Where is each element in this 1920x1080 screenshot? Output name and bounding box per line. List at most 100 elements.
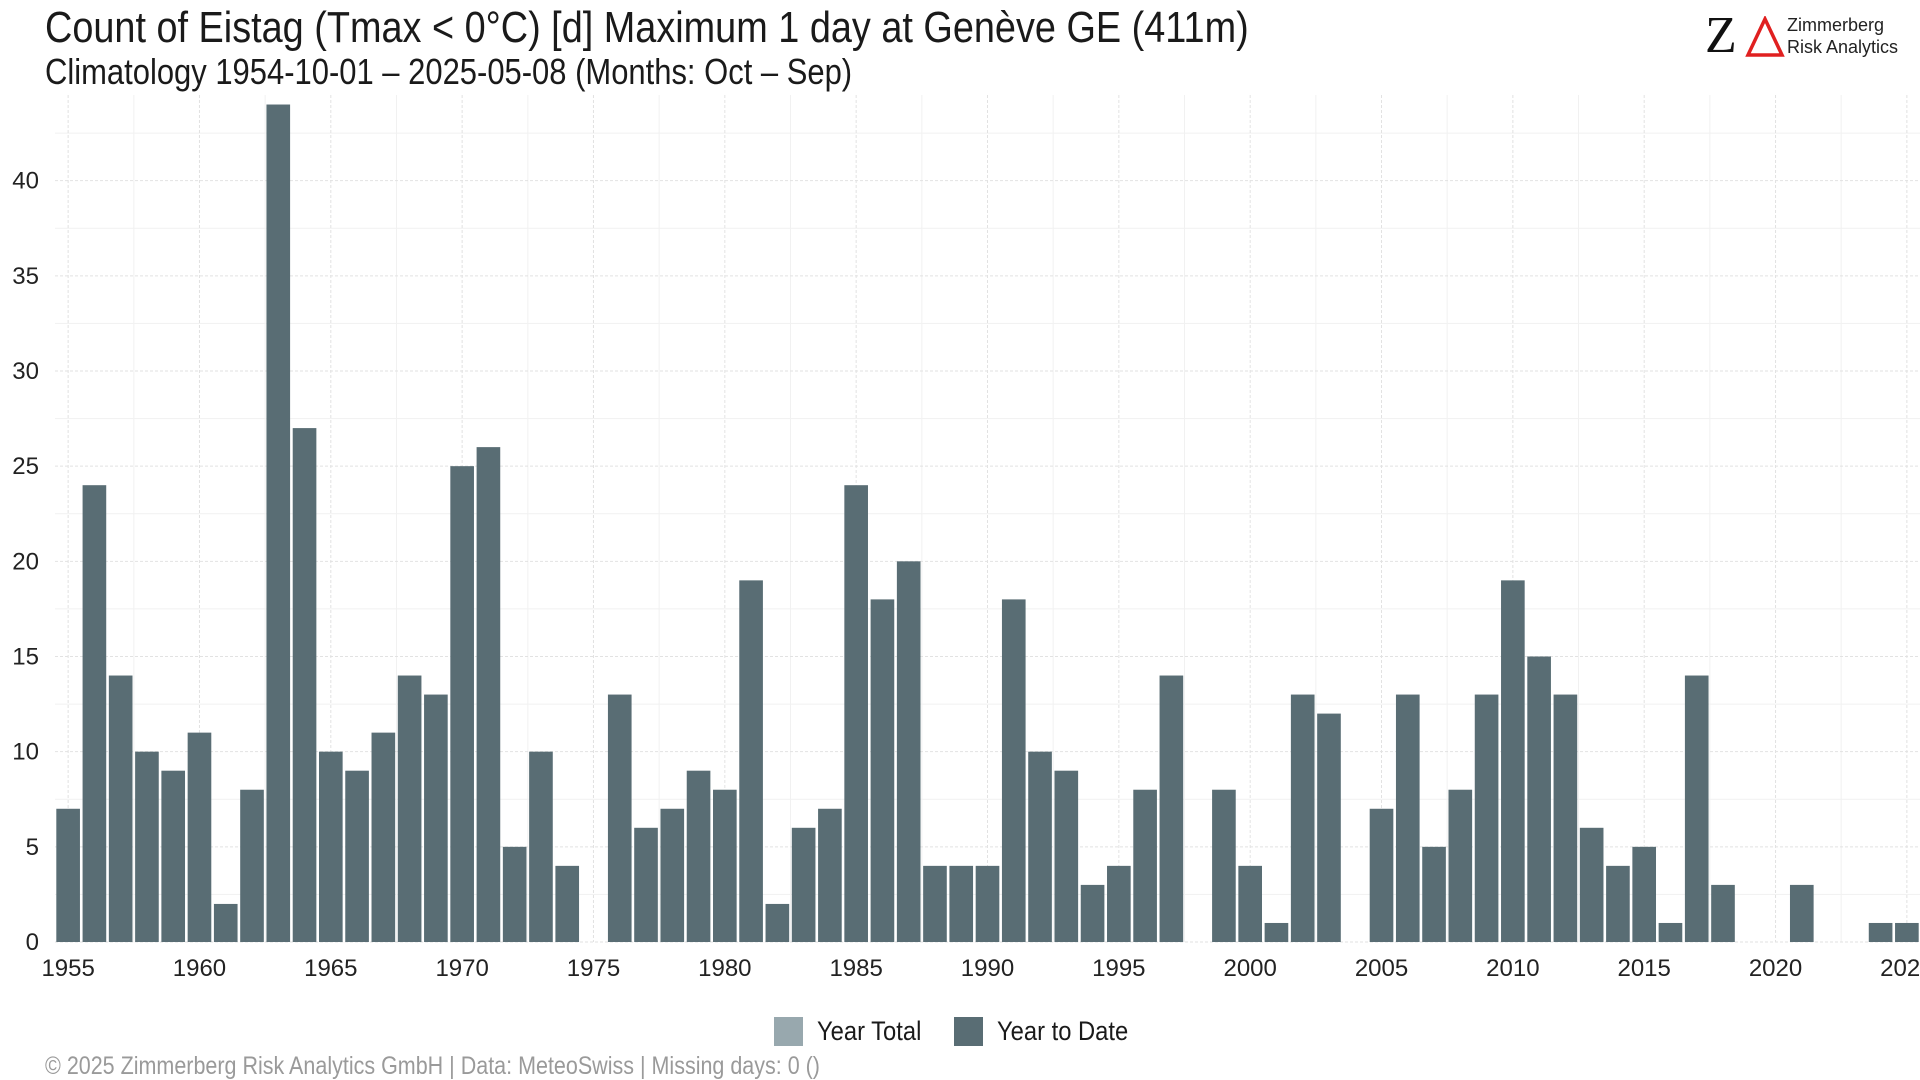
- y-tick-label: 25: [12, 453, 39, 480]
- bar-1968: [397, 675, 422, 942]
- bar-1992: [1028, 751, 1052, 942]
- legend-item-year-to-date: Year to Date: [953, 1016, 1146, 1047]
- bar-1980: [713, 789, 737, 942]
- bar-2010: [1501, 580, 1525, 942]
- x-tick-label: 2010: [1486, 955, 1539, 982]
- bar-1955: [56, 808, 80, 942]
- footer-credits: © 2025 Zimmerberg Risk Analytics GmbH | …: [45, 1052, 820, 1080]
- bar-2024: [1868, 922, 1893, 942]
- bar-1977: [634, 827, 658, 942]
- bar-2009: [1474, 694, 1499, 942]
- bar-1967: [371, 732, 396, 942]
- bar-1960: [187, 732, 212, 942]
- bar-1996: [1133, 789, 1157, 942]
- bar-1970: [450, 466, 474, 942]
- y-tick-label: 5: [26, 834, 39, 861]
- y-tick-label: 30: [12, 358, 39, 385]
- bar-1989: [949, 865, 974, 942]
- bar-1974: [555, 865, 580, 942]
- bar-1981: [739, 580, 763, 942]
- y-tick-label: 35: [12, 263, 39, 290]
- x-tick-label: 2020: [1749, 955, 1802, 982]
- bar-2008: [1448, 789, 1473, 942]
- y-tick-label: 0: [26, 929, 39, 956]
- bar-1994: [1080, 884, 1105, 942]
- bar-1988: [923, 865, 947, 942]
- bar-1964: [292, 428, 317, 943]
- bar-1979: [686, 770, 711, 942]
- bar-1997: [1159, 675, 1184, 942]
- bar-1985: [844, 485, 868, 942]
- legend-swatch-year-total: [774, 1017, 804, 1046]
- bar-2011: [1527, 656, 1551, 942]
- legend-swatch-year-to-date: [953, 1017, 983, 1046]
- y-tick-label: 40: [12, 168, 39, 195]
- bar-1986: [870, 599, 895, 942]
- bar-2003: [1317, 713, 1341, 942]
- bar-1966: [345, 770, 369, 942]
- logo-text-line2: Risk Analytics: [1787, 37, 1899, 57]
- x-tick-label: 1980: [698, 955, 751, 982]
- bar-1965: [318, 751, 343, 942]
- bar-2001: [1264, 922, 1289, 942]
- logo-text: Zimmerberg Risk Analytics: [1787, 14, 1898, 58]
- bar-1993: [1054, 770, 1079, 942]
- bar-1991: [1001, 599, 1026, 942]
- x-tick-label: 1960: [173, 955, 226, 982]
- bar-2000: [1238, 865, 1262, 942]
- chart-title: Count of Eistag (Tmax < 0°C) [d] Maximum…: [45, 3, 1249, 52]
- bar-1969: [424, 694, 448, 942]
- bar-1973: [529, 751, 553, 942]
- y-axis-ticks: 0 5 10 15 20 25 30 35 40: [12, 168, 39, 956]
- legend-label-year-to-date: Year to Date: [996, 1016, 1128, 1046]
- bar-1958: [135, 751, 159, 942]
- bar-1999: [1212, 789, 1236, 942]
- bar-2021: [1789, 884, 1814, 942]
- bar-2016: [1658, 922, 1683, 942]
- x-tick-label: 1995: [1092, 955, 1145, 982]
- bar-2013: [1579, 827, 1604, 942]
- y-tick-label: 15: [12, 643, 39, 670]
- bar-1959: [161, 770, 186, 942]
- bar-1976: [607, 694, 632, 942]
- company-logo: Z Zimmerberg Risk Analytics: [1705, 8, 1905, 64]
- bar-2005: [1369, 808, 1394, 942]
- bar-1957: [108, 675, 133, 942]
- bar-2007: [1422, 846, 1446, 942]
- bar-2025: [1895, 922, 1919, 942]
- bar-1987: [896, 561, 921, 942]
- legend: Year Total Year to Date: [0, 1016, 1920, 1047]
- chart-subtitle: Climatology 1954-10-01 – 2025-05-08 (Mon…: [45, 51, 853, 92]
- bar-1990: [975, 865, 1000, 942]
- logo-triangle-icon: [1745, 16, 1785, 57]
- x-tick-label: 1990: [961, 955, 1014, 982]
- bar-1983: [791, 827, 816, 942]
- bar-2014: [1606, 865, 1630, 942]
- bar-1995: [1107, 865, 1131, 942]
- bar-1956: [82, 485, 107, 942]
- x-tick-label: 1955: [41, 955, 94, 982]
- bar-2018: [1711, 884, 1735, 942]
- x-tick-label: 2025: [1880, 955, 1920, 982]
- bars: [56, 104, 1919, 943]
- bar-2017: [1684, 675, 1709, 942]
- bar-2002: [1290, 694, 1315, 942]
- legend-label-year-total: Year Total: [817, 1016, 922, 1046]
- bar-1961: [213, 903, 238, 942]
- bar-1982: [765, 903, 790, 942]
- bar-2015: [1632, 846, 1657, 942]
- x-tick-label: 1965: [304, 955, 357, 982]
- x-tick-label: 1975: [567, 955, 620, 982]
- bar-1963: [266, 104, 291, 943]
- y-tick-label: 20: [12, 548, 39, 575]
- x-tick-label: 2015: [1617, 955, 1670, 982]
- y-tick-label: 10: [12, 739, 39, 766]
- logo-text-line1: Zimmerberg: [1787, 15, 1885, 35]
- bar-1962: [240, 789, 264, 942]
- x-axis-ticks: 1955 1960 1965 1970 1975 1980 1985 1990 1995 2000…: [41, 955, 1920, 982]
- bar-2012: [1553, 694, 1578, 942]
- x-tick-label: 1970: [435, 955, 488, 982]
- logo-z-mark: Z: [1705, 7, 1737, 64]
- bar-1978: [660, 808, 685, 942]
